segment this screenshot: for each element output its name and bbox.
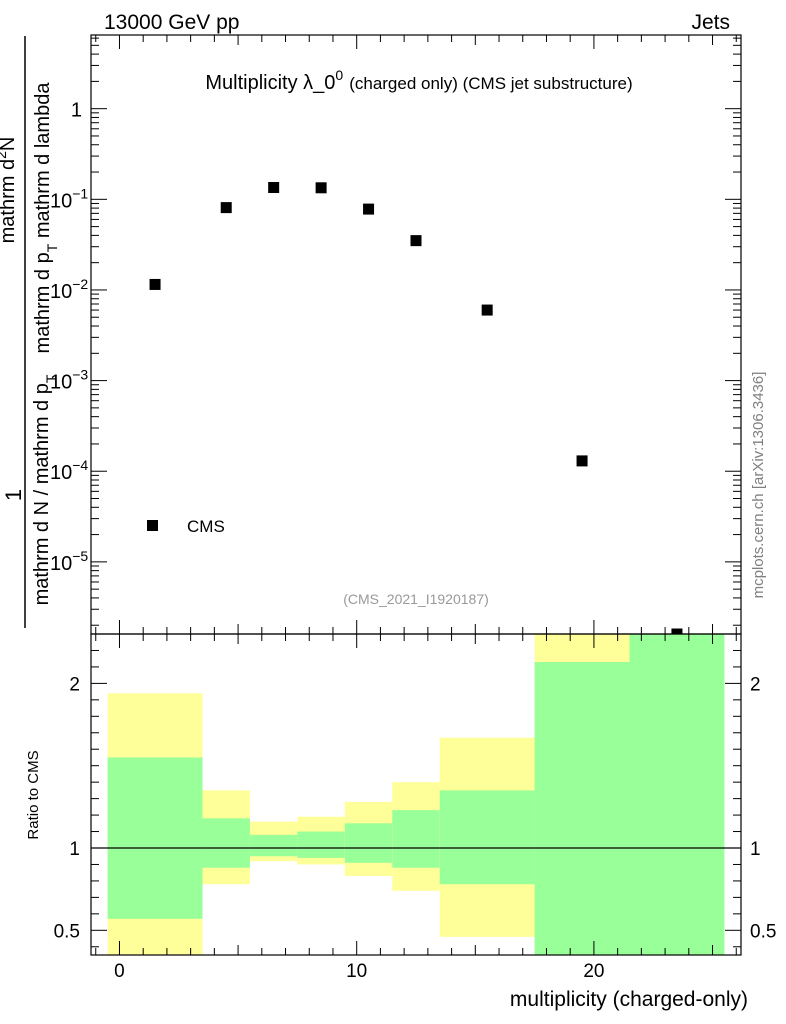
ratio-inner-band-1: [202, 818, 250, 868]
main-title-text: Multiplicity λ_0: [205, 72, 335, 94]
main-ylabel: 1 mathrm d N / mathrm d pT mathrm d2N ma…: [0, 36, 60, 628]
data-point-4: [363, 203, 375, 215]
ratio-ylabel: Ratio to CMS: [25, 750, 42, 839]
analysis-watermark: (CMS_2021_I1920187): [343, 591, 489, 607]
legend-label: CMS: [187, 517, 225, 536]
ratio-inner-band-3: [297, 831, 345, 858]
ylabel-numerator-end: mathrm d lambda: [32, 82, 54, 244]
data-point-2: [268, 182, 280, 194]
main-ytick-mantissa-1: 10: [50, 190, 72, 212]
ylabel-denominator-text: mathrm d N / mathrm d p: [31, 383, 53, 605]
data-point-7: [576, 455, 588, 467]
main-ytick-exponent-4: −4: [72, 457, 88, 473]
category-label: Jets: [691, 11, 730, 34]
main-panel-marks: [149, 182, 683, 634]
main-title-superscript: 0: [335, 67, 343, 83]
xtick-label-1: 10: [346, 961, 367, 982]
ylabel-denominator-sub: T: [43, 374, 59, 383]
ratio-inner-band-4: [344, 823, 393, 863]
main-ytick-mantissa-3: 10: [50, 372, 72, 394]
ratio-panel-bands: [107, 634, 725, 955]
ylabel-numerator-bottom: mathrm d pT mathrm d lambda: [32, 82, 60, 354]
energy-label: 13000 GeV pp: [104, 11, 239, 34]
main-ytick-label-0: 1: [71, 100, 82, 122]
ylabel-frac-one: 1: [1, 489, 26, 501]
main-ytick-label-1: 10−1: [50, 185, 88, 212]
main-ytick-exponent-1: −1: [72, 185, 88, 201]
ratio-left-ytick-label-2: 2: [69, 674, 80, 695]
main-panel-frame: [90, 34, 742, 635]
ratio-left-ytick-label-0: 0.5: [54, 921, 80, 942]
data-point-1: [220, 202, 232, 214]
ylabel-numerator-top: mathrm d2N: [0, 137, 19, 244]
ylabel-numerator-rest: mathrm d p: [32, 252, 54, 353]
data-point-5: [410, 235, 422, 247]
data-point-3: [315, 182, 327, 194]
data-point-6: [481, 304, 493, 316]
main-ytick-label-3: 10−3: [50, 367, 88, 394]
ratio-inner-band-0: [107, 757, 203, 919]
main-ytick-mantissa-0: 1: [71, 100, 82, 122]
main-ytick-mantissa-2: 10: [50, 281, 72, 303]
main-ytick-mantissa-4: 10: [50, 462, 72, 484]
xtick-label-2: 20: [583, 961, 604, 982]
ylabel-numerator-N: N: [0, 137, 19, 151]
main-title: Multiplicity λ_00 (charged only) (CMS jet…: [205, 67, 632, 94]
xtick-label-0: 0: [114, 961, 125, 982]
ratio-inner-band-5: [392, 810, 440, 868]
main-title-suffix: (charged only) (CMS jet substructure): [349, 74, 632, 93]
main-ytick-label-2: 10−2: [50, 276, 88, 303]
ratio-inner-band-6: [439, 790, 535, 885]
data-point-8: [671, 628, 683, 634]
main-ytick-mantissa-5: 10: [50, 553, 72, 575]
ratio-right-ytick-label-2: 2: [750, 674, 761, 695]
ratio-left-ytick-label-1: 1: [69, 839, 80, 860]
main-ytick-label-4: 10−4: [50, 457, 88, 484]
ylabel-numerator-d: mathrm d: [0, 159, 19, 243]
main-ytick-label-5: 10−5: [50, 548, 88, 575]
mcplots-side-label: mcplots.cern.ch [arXiv:1306.3436]: [750, 372, 767, 599]
xaxis-label: multiplicity (charged-only): [510, 988, 748, 1011]
main-ytick-exponent-2: −2: [72, 276, 88, 292]
ylabel-numerator-sup: 2: [0, 151, 9, 159]
ratio-inner-band-2: [249, 834, 298, 857]
ratio-inner-band-7: [534, 661, 630, 955]
ratio-inner-band-8: [629, 634, 725, 955]
main-ytick-exponent-3: −3: [72, 367, 88, 383]
data-point-0: [149, 278, 161, 290]
ylabel-numerator-rest-sub: T: [44, 243, 60, 252]
main-ytick-exponent-5: −5: [72, 548, 88, 564]
ratio-right-ytick-label-1: 1: [750, 839, 761, 860]
ratio-panel-frame: [90, 633, 742, 956]
legend-marker: [147, 520, 158, 531]
ylabel-denominator: mathrm d N / mathrm d pT: [31, 374, 59, 605]
ratio-right-ytick-label-0: 0.5: [750, 921, 776, 942]
